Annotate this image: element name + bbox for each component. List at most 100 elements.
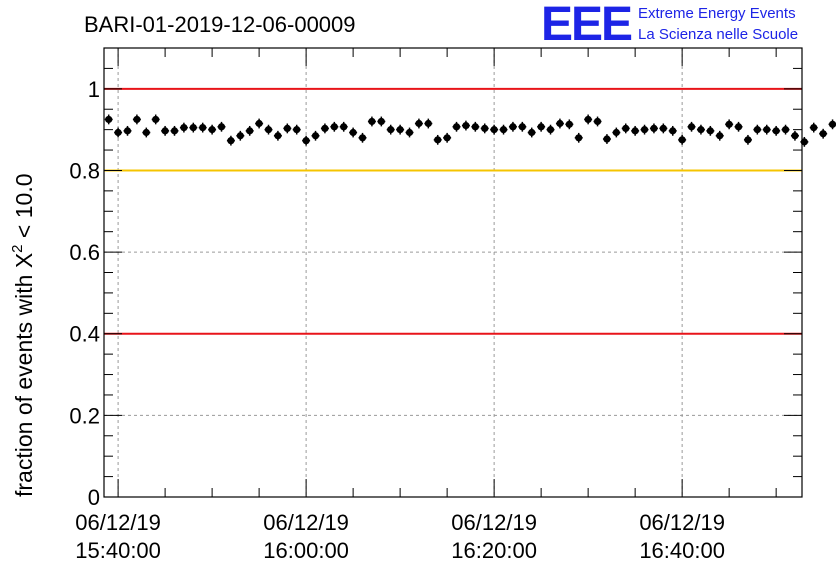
marker xyxy=(340,123,348,131)
marker xyxy=(180,123,188,132)
marker xyxy=(434,136,442,144)
data-point xyxy=(264,124,273,135)
data-point xyxy=(283,123,292,134)
marker xyxy=(772,127,780,135)
marker xyxy=(612,128,620,137)
x-tick-time: 16:20:00 xyxy=(451,538,537,563)
marker xyxy=(593,117,602,126)
data-point xyxy=(114,127,123,138)
grid-lines xyxy=(104,48,802,497)
data-point xyxy=(414,118,423,129)
marker xyxy=(697,126,705,134)
x-tick-date: 06/12/19 xyxy=(263,510,349,535)
data-point xyxy=(781,124,790,135)
data-point xyxy=(236,130,245,141)
data-point xyxy=(208,124,217,135)
marker xyxy=(264,126,273,134)
marker xyxy=(650,124,658,133)
marker xyxy=(142,128,150,137)
marker xyxy=(161,127,169,135)
data-point xyxy=(696,124,705,135)
data-point xyxy=(386,124,395,135)
marker xyxy=(105,115,113,124)
marker xyxy=(415,119,423,128)
marker xyxy=(810,123,818,132)
data-point xyxy=(302,135,311,146)
logo-line-2: La Scienza nelle Scuole xyxy=(638,26,798,43)
marker xyxy=(274,132,282,140)
marker xyxy=(311,132,320,140)
eee-logo: EEE Extreme Energy Events La Scienza nel… xyxy=(541,0,798,51)
marker xyxy=(377,117,385,126)
marker xyxy=(537,123,545,131)
data-point xyxy=(311,130,320,141)
marker xyxy=(631,127,639,135)
data-point xyxy=(565,119,574,130)
data-point xyxy=(659,123,668,134)
marker xyxy=(753,126,761,134)
data-point xyxy=(715,130,724,141)
data-point xyxy=(123,125,132,136)
data-point xyxy=(527,127,536,138)
data-point xyxy=(132,114,141,125)
data-point xyxy=(424,118,433,129)
data-point xyxy=(226,135,235,146)
data-point xyxy=(471,121,480,132)
marker xyxy=(246,127,254,135)
marker xyxy=(396,126,404,134)
y-tick-labels: 0 0.2 0.4 0.6 0.8 1 xyxy=(69,77,100,510)
data-point xyxy=(743,134,752,145)
data-point xyxy=(245,125,254,136)
marker xyxy=(152,115,160,124)
data-point xyxy=(377,116,386,127)
marker xyxy=(368,117,376,126)
data-point xyxy=(367,116,376,127)
data-point xyxy=(161,125,170,136)
marker xyxy=(133,115,141,124)
data-point xyxy=(574,132,583,143)
data-point xyxy=(790,130,799,141)
x-tick-date: 06/12/19 xyxy=(75,510,161,535)
data-point xyxy=(170,125,179,136)
y-tick-label: 1 xyxy=(88,77,100,102)
marker xyxy=(170,127,179,135)
data-point xyxy=(358,132,367,143)
marker xyxy=(584,115,592,124)
data-point xyxy=(678,134,687,145)
marker xyxy=(725,120,733,128)
marker xyxy=(123,127,132,135)
data-point xyxy=(668,125,677,136)
marker xyxy=(659,124,667,133)
data-point xyxy=(725,119,734,130)
data-point xyxy=(104,114,113,125)
marker xyxy=(302,137,310,145)
data-point xyxy=(772,125,781,136)
x-tick-time: 16:40:00 xyxy=(639,538,725,563)
logo-line-1: Extreme Energy Events xyxy=(638,5,796,22)
marker xyxy=(208,126,216,134)
x-tick-date: 06/12/19 xyxy=(451,510,537,535)
data-point xyxy=(584,114,593,125)
y-tick-label: 0 xyxy=(88,485,100,510)
data-point xyxy=(349,127,358,138)
data-point xyxy=(706,125,715,136)
data-point xyxy=(593,116,602,127)
marker xyxy=(227,137,235,145)
data-point xyxy=(555,118,564,129)
data-point xyxy=(490,124,499,135)
data-point xyxy=(546,124,555,135)
marker xyxy=(199,123,207,132)
data-points xyxy=(104,114,836,147)
data-point xyxy=(179,122,188,133)
marker xyxy=(443,134,451,142)
marker xyxy=(236,132,244,140)
data-point xyxy=(640,124,649,135)
marker xyxy=(349,128,357,137)
marker xyxy=(575,134,583,142)
marker xyxy=(565,120,573,128)
x-tick-time: 16:00:00 xyxy=(263,538,349,563)
marker xyxy=(828,120,836,128)
marker xyxy=(763,126,771,134)
marker xyxy=(528,128,536,137)
data-point xyxy=(518,121,527,132)
